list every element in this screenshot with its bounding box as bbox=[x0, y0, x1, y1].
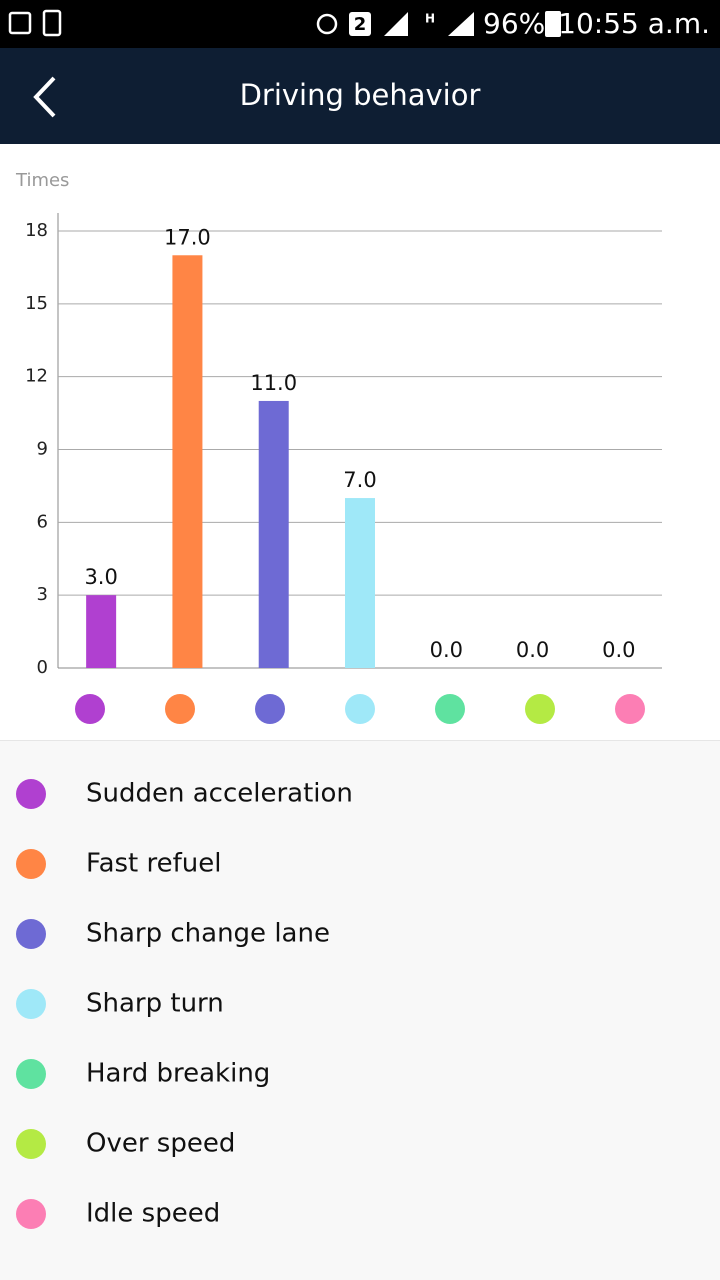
bar bbox=[258, 400, 289, 668]
y-tick-label: 3 bbox=[37, 584, 48, 605]
legend-item-dot bbox=[16, 1199, 46, 1229]
legend-item-dot bbox=[16, 919, 46, 949]
x-tick-label: 5 bbox=[527, 673, 538, 694]
y-axis-label: Times bbox=[15, 170, 69, 191]
x-tick-label: 4 bbox=[441, 673, 452, 694]
legend-item-label: Sharp change lane bbox=[86, 919, 330, 949]
value-label: 17.0 bbox=[164, 225, 211, 249]
bar bbox=[86, 595, 117, 668]
legend-dot bbox=[345, 694, 375, 724]
sim-number: 2 bbox=[354, 14, 367, 35]
gallery-icon bbox=[8, 11, 32, 35]
legend-item-label: Over speed bbox=[86, 1129, 235, 1159]
legend-dot bbox=[75, 694, 105, 724]
page-title: Driving behavior bbox=[240, 78, 481, 112]
value-label: 0.0 bbox=[430, 638, 463, 662]
alarm-icon bbox=[316, 13, 338, 35]
value-label: 11.0 bbox=[250, 371, 297, 395]
battery-icon bbox=[545, 11, 561, 37]
clock: 10:55 a.m. bbox=[558, 7, 710, 40]
legend-dot bbox=[435, 694, 465, 724]
y-tick-label: 0 bbox=[37, 657, 48, 678]
battery-percent: 96% bbox=[483, 7, 545, 40]
bar bbox=[172, 255, 203, 668]
legend-item-label: Fast refuel bbox=[86, 849, 221, 879]
x-tick-label: 0 bbox=[95, 673, 106, 694]
x-tick-label: 6 bbox=[613, 673, 624, 694]
value-label: 7.0 bbox=[343, 468, 376, 492]
value-label: 3.0 bbox=[84, 565, 117, 589]
legend-item-label: Sudden acceleration bbox=[86, 779, 353, 809]
y-tick-label: 15 bbox=[25, 293, 48, 314]
back-button[interactable] bbox=[33, 76, 56, 118]
value-label: 0.0 bbox=[602, 638, 635, 662]
legend-item-dot bbox=[16, 849, 46, 879]
legend-item-dot bbox=[16, 1129, 46, 1159]
signal-icon-2 bbox=[448, 12, 474, 36]
legend-item-label: Sharp turn bbox=[86, 989, 224, 1019]
value-label: 0.0 bbox=[516, 638, 549, 662]
y-tick-label: 18 bbox=[25, 220, 48, 241]
app-bar bbox=[0, 48, 720, 144]
y-tick-label: 12 bbox=[25, 366, 48, 387]
phone-icon bbox=[42, 9, 62, 37]
legend-dot bbox=[255, 694, 285, 724]
legend-dot bbox=[165, 694, 195, 724]
sim-badge bbox=[349, 12, 371, 36]
legend-dot bbox=[615, 694, 645, 724]
network-type: H bbox=[425, 12, 435, 26]
y-tick-label: 9 bbox=[37, 439, 48, 460]
x-tick-label: 3 bbox=[354, 673, 365, 694]
bar bbox=[345, 498, 375, 668]
x-tick-label: 2 bbox=[268, 673, 279, 694]
legend-item-label: Idle speed bbox=[86, 1199, 220, 1229]
x-tick-label: 1 bbox=[182, 673, 193, 694]
y-tick-label: 6 bbox=[37, 511, 48, 532]
legend-item-dot bbox=[16, 779, 46, 809]
legend-item-dot bbox=[16, 989, 46, 1019]
legend-dot bbox=[525, 694, 555, 724]
signal-icon bbox=[384, 12, 408, 36]
legend-item-label: Hard breaking bbox=[86, 1059, 270, 1089]
legend-item-dot bbox=[16, 1059, 46, 1089]
